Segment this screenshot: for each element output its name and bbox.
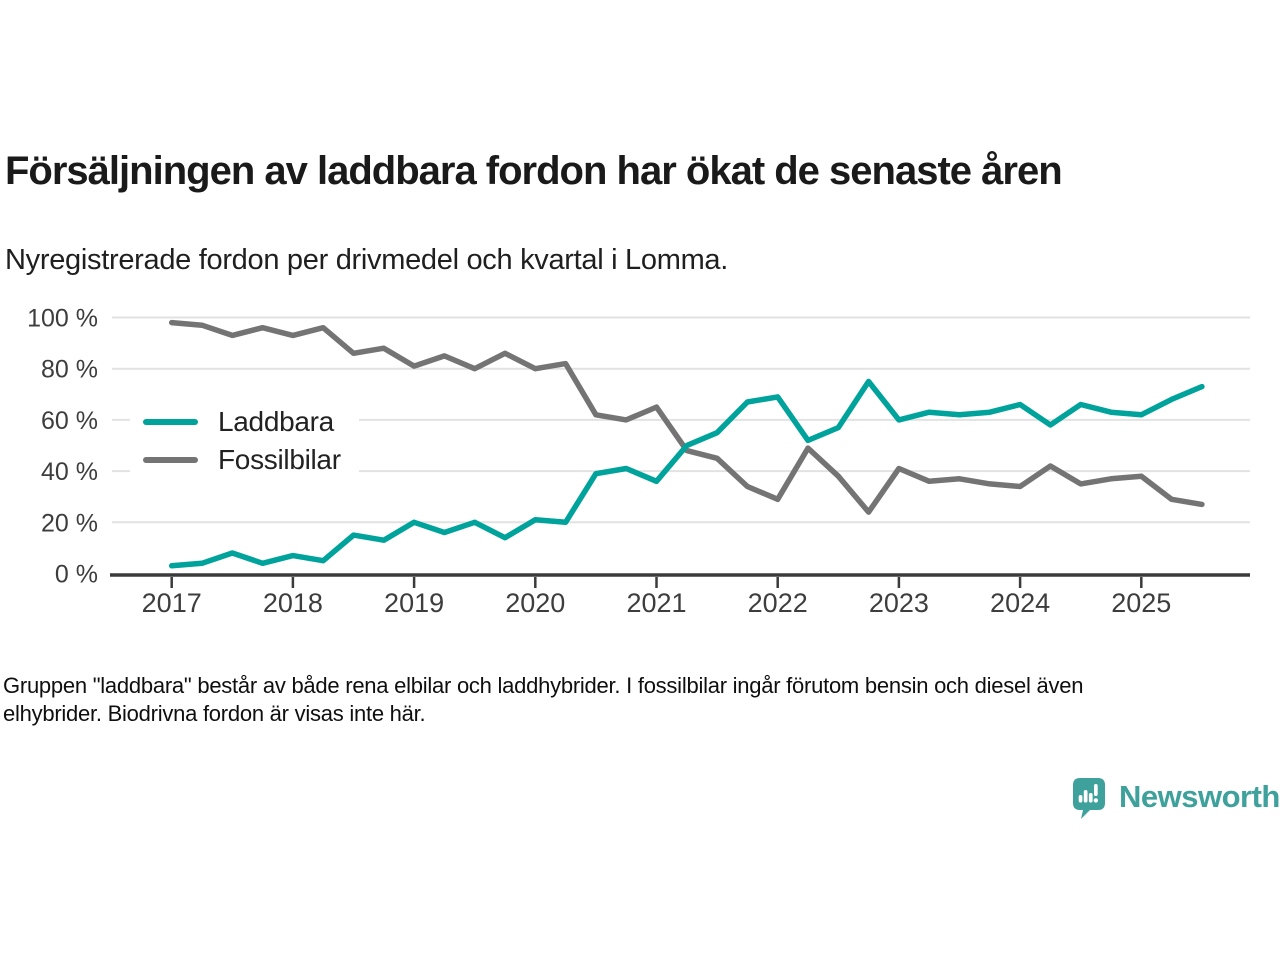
chart-title: Försäljningen av laddbara fordon har öka… bbox=[5, 149, 1063, 193]
newsworthy-logo-text: Newsworthy bbox=[1119, 778, 1280, 814]
x-tick-label: 2022 bbox=[748, 588, 808, 618]
x-tick-label: 2025 bbox=[1111, 588, 1171, 618]
y-tick-label: 40 % bbox=[41, 458, 98, 486]
x-tick-label: 2021 bbox=[626, 588, 686, 618]
x-tick-label: 2024 bbox=[990, 588, 1050, 618]
y-tick-label: 80 % bbox=[41, 356, 98, 384]
footnote-line: elhybrider. Biodrivna fordon är visas in… bbox=[3, 700, 426, 726]
y-tick-label: 100 % bbox=[27, 305, 98, 333]
chart-subtitle: Nyregistrerade fordon per drivmedel och … bbox=[5, 244, 729, 276]
y-tick-label: 0 % bbox=[55, 561, 98, 589]
x-tick-label: 2018 bbox=[263, 588, 323, 618]
legend-label: Fossilbilar bbox=[218, 444, 341, 475]
legend-swatch bbox=[143, 419, 198, 425]
series-line-laddbara bbox=[168, 378, 1205, 569]
newsworthy-logo-icon bbox=[1073, 778, 1105, 819]
legend-item-fossilbilar: Fossilbilar bbox=[143, 441, 341, 479]
legend-item-laddbara: Laddbara bbox=[143, 403, 341, 441]
y-tick-label: 60 % bbox=[41, 407, 98, 435]
x-tick-label: 2017 bbox=[142, 588, 202, 618]
chart-legend: Laddbara Fossilbilar bbox=[130, 403, 359, 479]
newsworthy-logo: Newsworthy bbox=[1072, 777, 1280, 820]
x-tick-label: 2023 bbox=[869, 588, 929, 618]
x-tick-label: 2019 bbox=[384, 588, 444, 618]
legend-label: Laddbara bbox=[218, 406, 334, 437]
y-tick-label: 20 % bbox=[41, 509, 98, 537]
x-tick-label: 2020 bbox=[505, 588, 565, 618]
footnote-line: Gruppen "laddbara" består av både rena e… bbox=[3, 673, 1084, 698]
legend-swatch bbox=[143, 457, 198, 463]
chart-footnote: Gruppen "laddbara" består av både rena e… bbox=[3, 672, 1279, 727]
series-line-fossilbilar bbox=[168, 319, 1205, 515]
